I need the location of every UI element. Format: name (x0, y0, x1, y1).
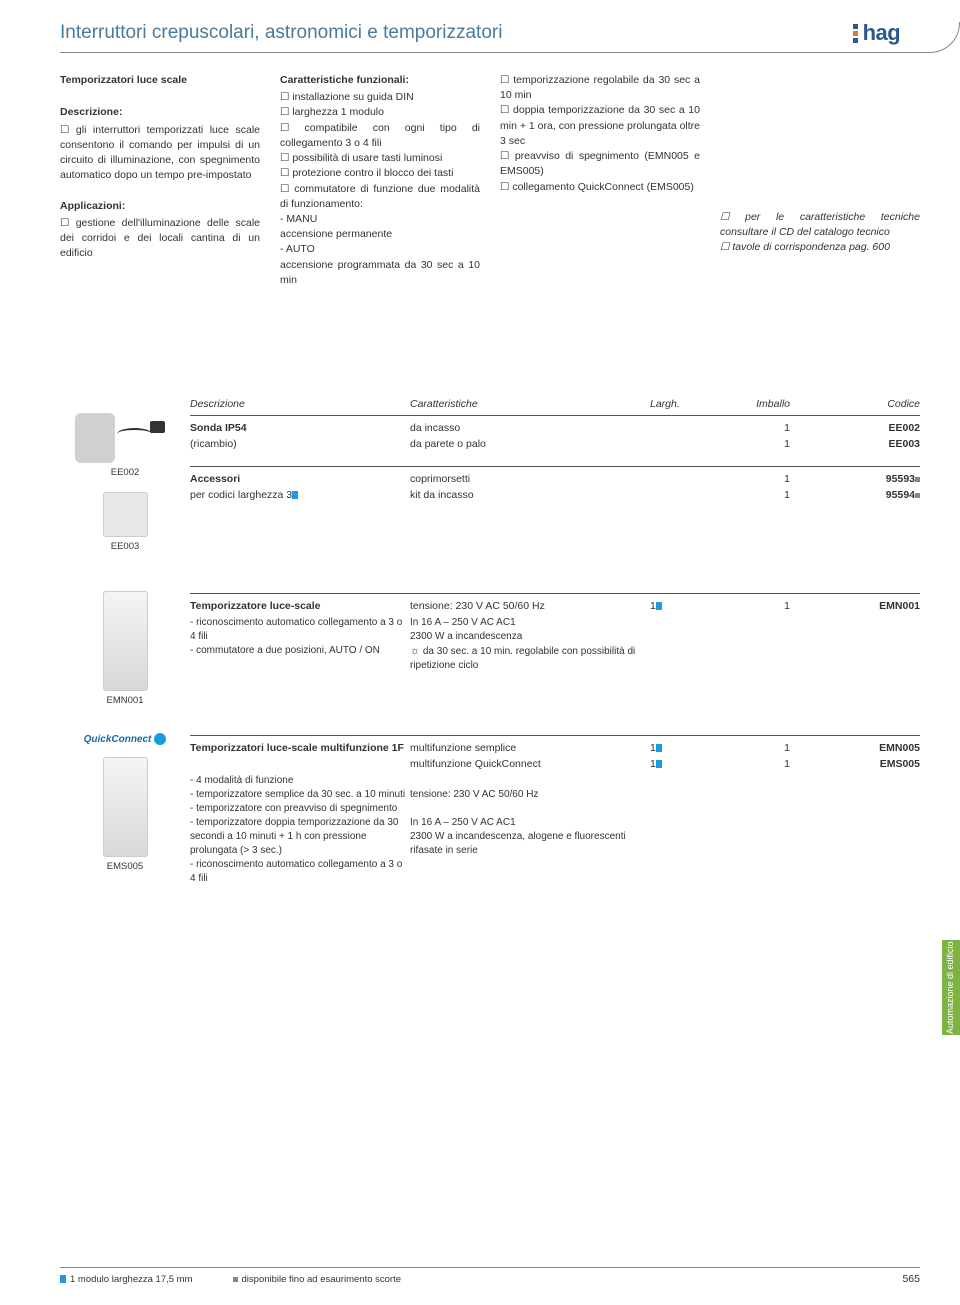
ems-car3: In 16 A – 250 V AC AC1 2300 W a incandes… (410, 817, 626, 856)
quickconnect-label: QuickConnect (84, 733, 167, 745)
quickconnect-icon (154, 733, 166, 745)
footnote-2: disponibile fino ad esaurimento scorte (242, 1274, 401, 1285)
ems-r2-imb: 1 (710, 758, 790, 770)
sonda-sub: (ricambio) (190, 438, 410, 450)
col4-p1: ☐ per le caratteristiche tecniche consul… (720, 211, 920, 253)
th-imb: Imballo (710, 398, 790, 410)
product-image (103, 757, 148, 857)
col2-h1: Caratteristiche funzionali: (280, 73, 480, 88)
sonda-r1-car: da incasso (410, 422, 650, 434)
ems-car2: tensione: 230 V AC 50/60 Hz (410, 789, 538, 800)
intro-columns: Temporizzatori luce scale Descrizione: ☐… (60, 73, 920, 288)
col1-h3: Applicazioni: (60, 199, 260, 214)
brand-name: hager (863, 20, 920, 46)
img-label-emn001: EMN001 (107, 695, 144, 706)
product-image (75, 413, 115, 463)
ems-sub: - 4 modalità di funzione - temporizzator… (190, 774, 410, 886)
acc-title: Accessori (190, 473, 240, 485)
product-ems005: QuickConnect EMS005 Temporizzatori luce-… (60, 733, 920, 888)
img-label-ems005: EMS005 (107, 861, 143, 872)
acc-r2-cod: 95594 (886, 489, 915, 501)
brand-logo: hager (853, 20, 920, 46)
acc-r2-imb: 1 (710, 489, 790, 501)
ems-r2-car: multifunzione QuickConnect (410, 758, 650, 770)
footnote-1: 1 modulo larghezza 17,5 mm (70, 1274, 193, 1285)
col1-h2: Descrizione: (60, 105, 260, 120)
page-header: Interruttori crepuscolari, astronomici e… (60, 20, 920, 53)
acc-r1-cod: 95593 (886, 473, 915, 485)
col1-p2: ☐ gestione dell'illuminazione delle scal… (60, 217, 260, 259)
ems-r1-cod: EMN005 (790, 742, 920, 754)
sonda-r2-cod: EE003 (790, 438, 920, 450)
page-footer: 1 modulo larghezza 17,5 mm disponibile f… (60, 1267, 920, 1285)
side-category-tab: Automazione di edificio (942, 940, 960, 1035)
col1-p1: ☐ gli interruttori temporizzati luce sca… (60, 124, 260, 182)
emn001-sub: - riconoscimento automatico collegamento… (190, 616, 410, 673)
ems-r2-cod: EMS005 (790, 758, 920, 770)
acc-r1-imb: 1 (710, 473, 790, 485)
legend-blue-icon (60, 1275, 66, 1283)
sonda-r1-cod: EE002 (790, 422, 920, 434)
page-number: 565 (902, 1273, 920, 1285)
th-largh: Largh. (650, 398, 710, 410)
sonda-title: Sonda IP54 (190, 422, 247, 434)
th-desc: Descrizione (190, 398, 410, 410)
product-emn001: EMN001 Temporizzatore luce-scale tension… (60, 591, 920, 706)
img-label-ee003: EE003 (111, 541, 140, 552)
product-sonda: EE002 EE003 Sonda IP54 da incasso 1 EE00… (60, 413, 920, 552)
emn001-car1: tensione: 230 V AC 50/60 Hz (410, 600, 650, 612)
col2-p1: ☐ installazione su guida DIN ☐ larghezza… (280, 91, 480, 286)
ems-title: Temporizzatori luce-scale multifunzione … (190, 742, 404, 754)
product-image (103, 591, 148, 691)
sun-icon (410, 646, 420, 657)
emn001-car3: da 30 sec. a 10 min. regolabile con poss… (410, 646, 635, 671)
emn001-car2: In 16 A – 250 V AC AC1 2300 W a incandes… (410, 617, 522, 642)
emn001-title: Temporizzatore luce-scale (190, 600, 321, 612)
th-cod: Codice (790, 398, 920, 410)
emn001-imb: 1 (710, 600, 790, 612)
sonda-r2-imb: 1 (710, 438, 790, 450)
product-image (103, 492, 148, 537)
img-label-ee002: EE002 (111, 467, 140, 478)
legend-grey-icon (233, 1277, 238, 1282)
col3-p1: ☐ temporizzazione regolabile da 30 sec a… (500, 74, 700, 193)
th-car: Caratteristiche (410, 398, 650, 410)
acc-sub: per codici larghezza 3 (190, 489, 292, 501)
ems-r1-imb: 1 (710, 742, 790, 754)
table-header: Descrizione Caratteristiche Largh. Imbal… (190, 398, 920, 413)
ems-r1-car: multifunzione semplice (410, 742, 650, 754)
emn001-cod: EMN001 (790, 600, 920, 612)
sonda-r1-imb: 1 (710, 422, 790, 434)
sonda-r2-car: da parete o palo (410, 438, 650, 450)
page-title: Interruttori crepuscolari, astronomici e… (60, 22, 502, 44)
acc-r2-car: kit da incasso (410, 489, 650, 501)
acc-r1-car: coprimorsetti (410, 473, 650, 485)
col1-h1: Temporizzatori luce scale (60, 73, 260, 88)
